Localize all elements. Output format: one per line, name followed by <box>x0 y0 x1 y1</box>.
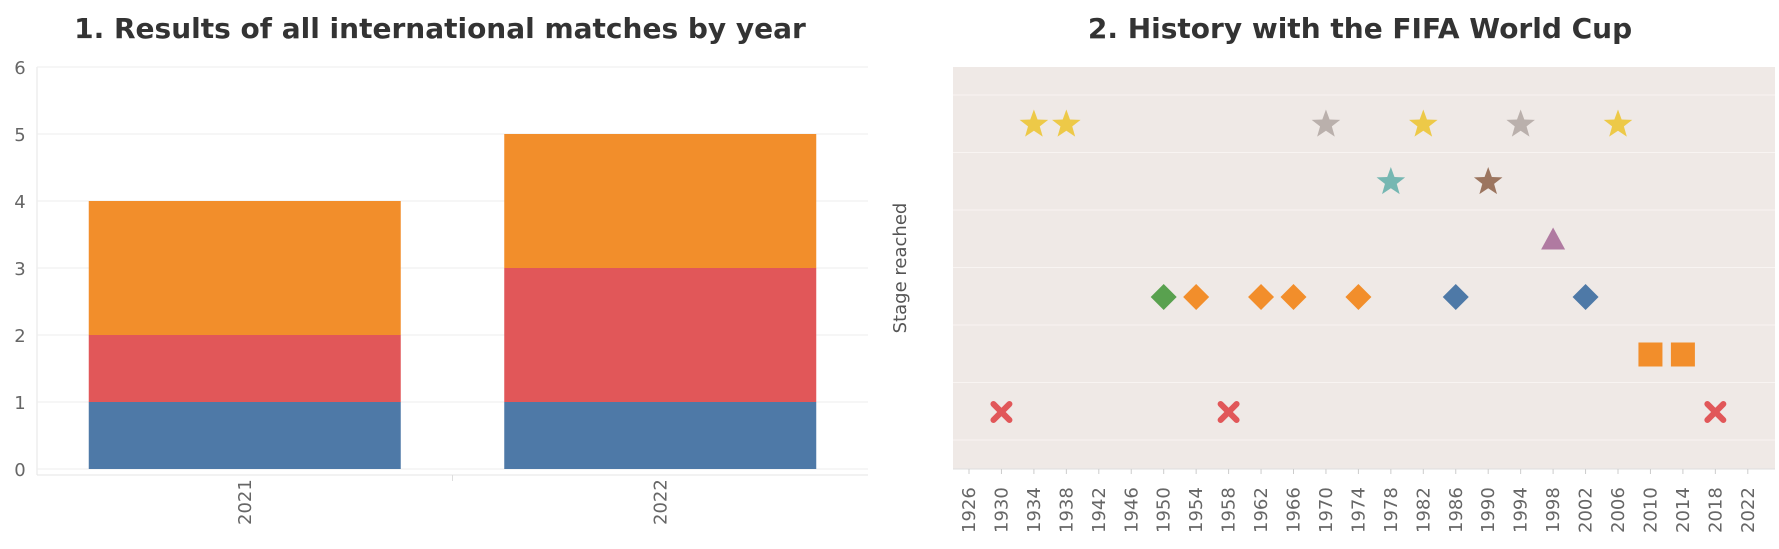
y-tick-label: 5 <box>14 125 25 146</box>
marker-x-stroke <box>1217 401 1240 423</box>
marker-star <box>1409 109 1438 137</box>
marker-star <box>1311 109 1341 137</box>
chart1-title: 1. Results of all international matches … <box>74 12 806 45</box>
marker-diamond <box>1442 284 1469 310</box>
x-tick-label: 1946 <box>1121 487 1142 533</box>
bar-segment <box>88 201 401 335</box>
marker-diamond <box>1280 284 1307 310</box>
marker-star <box>1376 167 1406 195</box>
y-tick-label: 3 <box>14 259 25 280</box>
x-tick-label: 1942 <box>1089 487 1110 533</box>
marker-x <box>1217 401 1240 423</box>
marker-x <box>1704 401 1727 423</box>
x-tick-label: 1966 <box>1284 487 1305 533</box>
x-tick-label: 1978 <box>1381 487 1402 533</box>
bar-segment <box>504 268 817 402</box>
bar-segment <box>504 134 817 268</box>
marker-square <box>1638 342 1663 367</box>
marker-x <box>990 401 1013 423</box>
chart2-title: 2. History with the FIFA World Cup <box>1087 12 1633 45</box>
marker-diamond <box>1150 284 1177 310</box>
x-tick-label: 2006 <box>1608 487 1629 533</box>
x-tick-label: 1990 <box>1478 487 1499 533</box>
bar-segment <box>504 402 817 469</box>
y-tick-label: 1 <box>14 393 25 414</box>
y-tick-label: 0 <box>14 460 25 481</box>
marker-diamond <box>1183 284 1210 310</box>
x-tick-label: 1974 <box>1348 487 1369 533</box>
x-tick-label: 2022 <box>1738 487 1759 533</box>
x-tick-label: 2014 <box>1673 487 1694 533</box>
x-tick-label: 1986 <box>1446 487 1467 533</box>
x-tick-label: 1938 <box>1056 487 1077 533</box>
y-axis-label: Stage reached <box>890 203 911 334</box>
x-tick-label: 2022 <box>650 479 671 525</box>
marker-square <box>1670 342 1695 367</box>
x-tick-label: 2018 <box>1705 487 1726 533</box>
x-tick-label: 2010 <box>1640 487 1661 533</box>
x-tick-label: 1994 <box>1511 487 1532 533</box>
x-tick-label: 1962 <box>1251 487 1272 533</box>
bar-segment <box>88 335 401 402</box>
x-tick-label: 1954 <box>1186 487 1207 533</box>
results-by-year-chart: 0 1 2 3 4 5 6 2021 2022 <box>14 58 868 525</box>
x-tick-label: 1998 <box>1543 487 1564 533</box>
marker-x-stroke <box>990 401 1013 423</box>
y-tick-label: 6 <box>14 58 25 79</box>
marker-star <box>1019 109 1049 137</box>
x-tick-label: 1958 <box>1219 487 1240 533</box>
x-tick-label: 1970 <box>1316 487 1337 533</box>
marker-triangle <box>1541 227 1566 250</box>
x-tick-label: 2021 <box>235 479 256 525</box>
x-tick-label: 1950 <box>1154 487 1175 533</box>
x-tick-label: 1982 <box>1413 487 1434 533</box>
marker-star <box>1473 167 1503 195</box>
x-tick-label: 2002 <box>1576 487 1597 533</box>
marker-star <box>1603 109 1633 137</box>
y-tick-label: 4 <box>14 192 25 213</box>
x-tick-label: 1926 <box>959 487 980 533</box>
marker-x-stroke <box>1704 401 1727 423</box>
y-tick-label: 2 <box>14 326 25 347</box>
x-tick-label: 1930 <box>991 487 1012 533</box>
marker-star <box>1506 109 1535 137</box>
marker-star <box>1052 109 1081 137</box>
marker-diamond <box>1248 284 1275 310</box>
marker-diamond <box>1572 284 1599 310</box>
marker-diamond <box>1345 284 1372 310</box>
bar-segment <box>88 402 401 469</box>
x-tick-label: 1934 <box>1024 487 1045 533</box>
